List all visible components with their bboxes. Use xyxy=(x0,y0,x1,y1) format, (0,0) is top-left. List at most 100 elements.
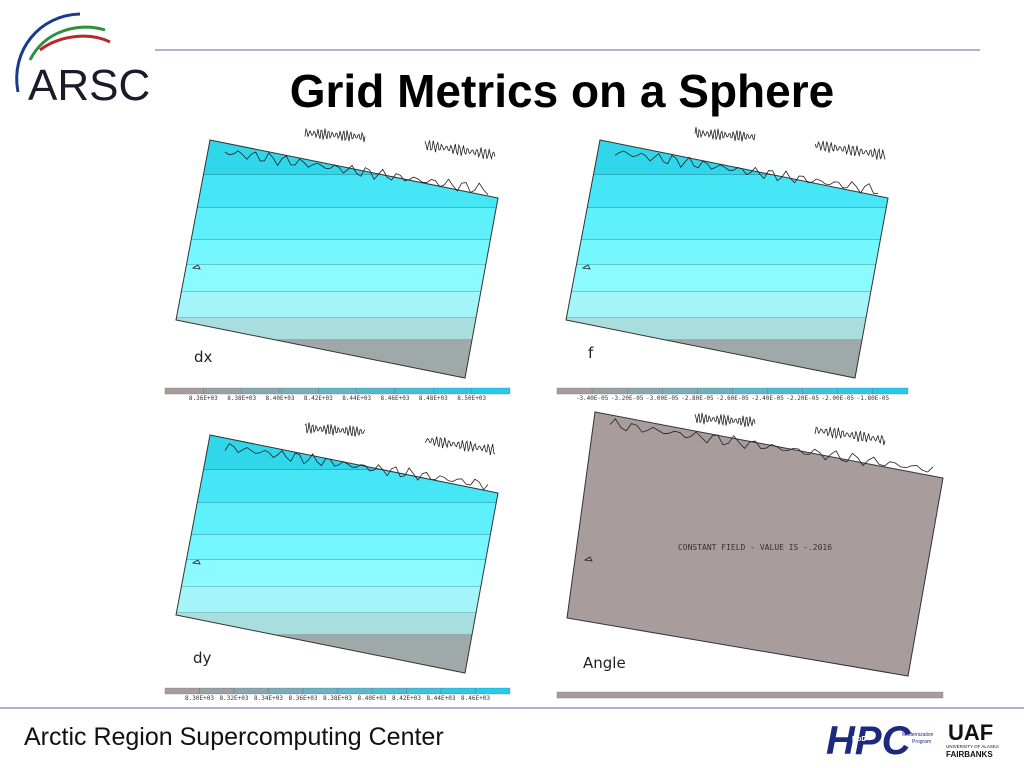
logo-text: ARSC xyxy=(28,61,150,110)
colorbar-label: 8.42E+03 xyxy=(304,395,333,402)
map-panel xyxy=(175,422,499,674)
panels: dx 8.36E+03 8.38E+03 8.40E+03 8.42E+03 8.44E+… xyxy=(164,127,944,702)
colorbar-segment xyxy=(318,387,357,395)
panel-label: Angle xyxy=(583,654,626,672)
colorbar-segment xyxy=(356,387,396,395)
colorbar-label: 8.34E+03 xyxy=(254,695,283,702)
colorbar-segment xyxy=(268,687,304,695)
field-band xyxy=(176,318,498,340)
map-panel xyxy=(175,127,499,379)
panel-label: f xyxy=(588,344,594,362)
colorbar-label: 8.44E+03 xyxy=(342,395,371,402)
colorbar-label: -3.40E-05 xyxy=(576,395,609,402)
colorbar-label: -2.40E-05 xyxy=(751,395,784,402)
slide-title: Grid Metrics on a Sphere xyxy=(290,65,834,117)
island xyxy=(581,264,591,270)
field-band xyxy=(566,175,888,208)
colorbar-segment xyxy=(164,387,204,395)
coastline xyxy=(304,422,366,437)
colorbar-label: -2.20E-05 xyxy=(786,395,819,402)
coastline xyxy=(694,127,756,142)
uaf-text: UAF xyxy=(948,720,993,745)
uaf-university: UNIVERSITY OF ALASKA xyxy=(946,744,999,749)
field-band xyxy=(566,265,888,292)
field xyxy=(567,412,943,676)
colorbar-label: 8.32E+03 xyxy=(220,695,249,702)
colorbar-segment xyxy=(627,387,663,395)
field-band xyxy=(176,265,498,292)
field-band xyxy=(566,340,888,378)
uaf-fairbanks: FAIRBANKS xyxy=(946,750,993,759)
panel-label: dx xyxy=(194,348,213,366)
field-band xyxy=(176,635,498,673)
colorbar-label: 8.46E+03 xyxy=(381,395,410,402)
field-band xyxy=(566,292,888,318)
panel-border xyxy=(175,139,499,379)
field-band xyxy=(176,560,498,587)
field-note: CONSTANT FIELD - VALUE IS -.2016 xyxy=(678,543,832,552)
colorbar-label: -1.80E-05 xyxy=(857,395,890,402)
colorbar-segment xyxy=(591,387,628,395)
footer-text: Arctic Region Supercomputing Center xyxy=(24,723,444,751)
colorbar-segment xyxy=(199,687,235,695)
colorbar-segment xyxy=(337,687,373,695)
coastline xyxy=(614,150,879,194)
coastline xyxy=(694,412,756,427)
coastline xyxy=(814,426,886,446)
field-band xyxy=(176,503,498,535)
island xyxy=(583,556,593,562)
colorbar-segment xyxy=(556,387,593,395)
colorbar-label: 8.36E+03 xyxy=(289,695,318,702)
panel-label: dy xyxy=(193,649,212,667)
colorbar-segment xyxy=(837,387,874,395)
colorbar-segment xyxy=(241,387,281,395)
coastline xyxy=(814,140,886,160)
program-text: Program xyxy=(912,739,931,745)
colorbar-label: -2.00E-05 xyxy=(822,395,855,402)
field-band xyxy=(176,470,498,503)
field-band xyxy=(176,613,498,635)
field-band xyxy=(566,318,888,340)
field-band xyxy=(176,292,498,318)
colorbar-segment xyxy=(371,687,407,695)
colorbar-segment xyxy=(662,387,698,395)
colorbar-segment xyxy=(732,387,768,395)
colorbar-label: 8.38E+03 xyxy=(323,695,352,702)
field xyxy=(176,435,498,673)
colorbar-segment xyxy=(394,387,434,395)
field-band xyxy=(176,240,498,265)
colorbar-segment xyxy=(279,387,319,395)
coastline xyxy=(609,418,934,473)
map-panel xyxy=(565,127,889,379)
colorbar-label: -3.20E-05 xyxy=(611,395,644,402)
hpc-text: HPC xyxy=(826,719,912,763)
colorbar-label: 8.44E+03 xyxy=(427,695,456,702)
colorbar-label: 8.40E+03 xyxy=(358,695,387,702)
panel-border xyxy=(565,139,889,379)
field-band xyxy=(176,535,498,560)
colorbar-segment xyxy=(233,687,269,695)
colorbar-segment xyxy=(406,687,442,695)
field-band xyxy=(566,208,888,240)
coastline xyxy=(224,443,489,491)
hpc-logo: HPC DoD Modernization Program xyxy=(826,718,940,763)
colorbar-segment xyxy=(302,687,338,695)
field-band xyxy=(176,435,498,470)
coastline xyxy=(424,436,496,456)
field-band xyxy=(566,240,888,265)
colorbar-label: 8.38E+03 xyxy=(227,395,256,402)
field-band xyxy=(176,340,498,378)
field-band xyxy=(176,208,498,240)
colorbar-segment xyxy=(556,691,944,699)
field xyxy=(566,140,888,378)
program-text: Modernization xyxy=(902,732,934,738)
colorbar-label: -2.60E-05 xyxy=(716,395,749,402)
colorbar-label: 8.48E+03 xyxy=(419,395,448,402)
colorbar-segment xyxy=(872,387,909,395)
colorbar-segment xyxy=(767,387,803,395)
colorbar-label: 8.42E+03 xyxy=(392,695,421,702)
map-panel xyxy=(566,411,944,677)
colorbar-label: 8.46E+03 xyxy=(461,695,490,702)
field-fill xyxy=(567,412,943,676)
